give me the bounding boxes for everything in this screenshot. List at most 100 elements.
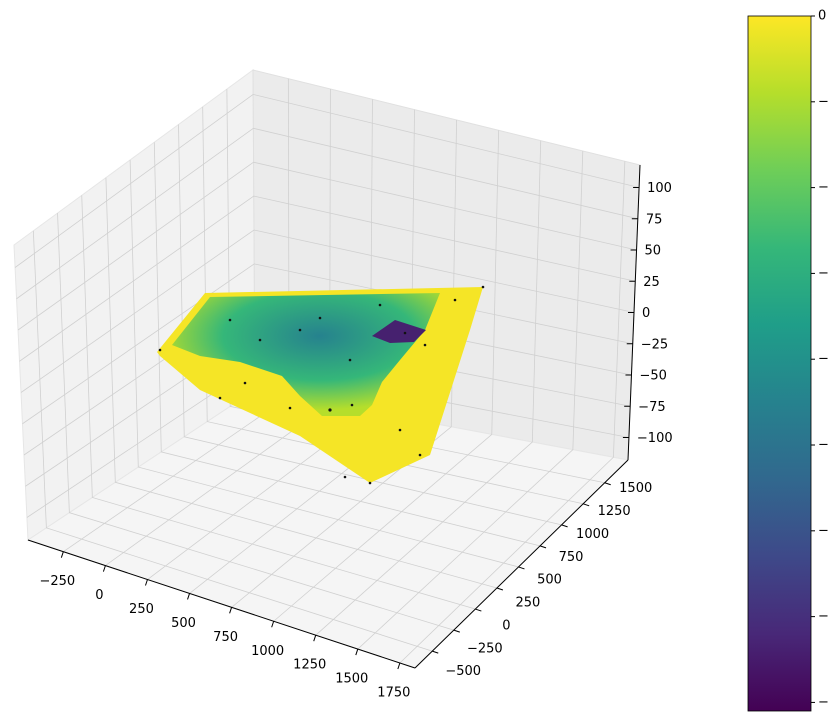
- x-tick-label: 500: [171, 616, 196, 631]
- axes: −25002505007501000125015001750−500−25002…: [27, 164, 673, 700]
- x-tick: [187, 593, 191, 600]
- point: [481, 285, 485, 289]
- x-grid-line: [231, 119, 457, 608]
- y-tick: [604, 482, 611, 486]
- z-tick-label: 75: [646, 212, 663, 227]
- point: [158, 348, 162, 352]
- x-grid-line: [357, 150, 584, 650]
- z-tick-label: −75: [638, 400, 665, 415]
- colorbar-tick-label: −10: [818, 438, 829, 453]
- point: [453, 298, 457, 302]
- colorbar-tick-label: −8: [818, 352, 829, 367]
- y-tick: [582, 503, 590, 507]
- sample-points: [158, 285, 485, 485]
- x-tick-label: −250: [39, 574, 75, 589]
- z-tick-label: 0: [642, 306, 650, 321]
- y-grid-line: [129, 159, 519, 568]
- point: [418, 453, 422, 457]
- point: [243, 381, 247, 385]
- surface-minimum: [372, 320, 426, 343]
- y-tick: [432, 650, 439, 654]
- axes-panes: [13, 69, 641, 669]
- colorbar-tick-label: −2: [818, 94, 829, 109]
- y-grid-line: [57, 213, 454, 631]
- y-grid-line: [105, 177, 498, 589]
- x-tick: [60, 551, 64, 558]
- x-tick: [229, 607, 233, 614]
- z-tick-label: −100: [637, 431, 673, 446]
- point: [423, 343, 427, 347]
- y-tick-label: 1000: [576, 527, 609, 542]
- y-tick-label: −500: [445, 664, 481, 679]
- y-axis-line: [414, 459, 629, 669]
- x-tick: [313, 635, 317, 642]
- x-axis-line: [27, 539, 416, 669]
- z-grid-line: [17, 161, 637, 331]
- z-tick-label: 25: [643, 275, 660, 290]
- y-tick: [475, 608, 482, 612]
- y-tick: [496, 587, 504, 591]
- x-tick: [102, 565, 106, 572]
- y-tick: [518, 566, 525, 570]
- y-tick-label: 750: [559, 550, 584, 565]
- y-tick-label: 1500: [619, 481, 652, 496]
- z-tick-label: 100: [647, 181, 672, 196]
- point: [398, 428, 402, 432]
- z-grid-line: [14, 93, 640, 268]
- y-tick-label: 250: [516, 596, 541, 611]
- y-tick-label: 500: [537, 573, 562, 588]
- point: [318, 316, 322, 320]
- point: [258, 338, 262, 342]
- colorbar-tick-label: 0: [818, 9, 826, 24]
- x-tick-label: 1250: [293, 658, 326, 673]
- x-tick: [397, 662, 401, 670]
- point: [228, 318, 232, 322]
- z-grid-line: [16, 127, 638, 300]
- x-tick-label: 1000: [251, 644, 284, 659]
- point: [403, 331, 407, 335]
- y-grid-line: [226, 89, 605, 484]
- x-tick-label: 0: [95, 588, 103, 603]
- z-tick-label: −50: [639, 369, 666, 384]
- x-tick-label: 1750: [377, 685, 410, 700]
- x-tick-label: 250: [129, 602, 154, 617]
- x-tick: [144, 579, 148, 586]
- z-tick-label: 50: [645, 244, 662, 259]
- z-grid-line: [22, 263, 633, 425]
- point: [328, 408, 332, 412]
- y-tick-label: 0: [502, 618, 510, 633]
- x-grid-line: [273, 130, 500, 622]
- colorbar-tick-label: −12: [818, 523, 829, 538]
- x-tick: [355, 648, 359, 656]
- y-grid-line: [32, 230, 433, 652]
- point: [343, 475, 347, 479]
- y-tick: [539, 545, 547, 549]
- colorbar-tick-label: −16: [818, 695, 829, 710]
- point: [288, 406, 292, 410]
- point: [378, 303, 382, 307]
- colorbar-tick-label: −4: [818, 180, 829, 195]
- z-grid-line: [20, 229, 635, 393]
- point: [218, 396, 222, 400]
- x-grid-line: [399, 161, 626, 664]
- colorbar: [747, 15, 812, 712]
- y-tick: [561, 524, 568, 528]
- point: [350, 403, 354, 407]
- colorbar-tick-label: −6: [818, 266, 829, 281]
- y-tick-label: −250: [467, 641, 503, 656]
- z-tick-label: −25: [641, 337, 668, 352]
- surface-inner: [172, 293, 440, 416]
- y-grid-line: [178, 124, 562, 526]
- grid-group: [14, 78, 640, 664]
- point: [368, 481, 372, 485]
- y-grid-line: [81, 195, 476, 610]
- surface: [157, 285, 485, 485]
- x-tick-label: 1500: [335, 672, 368, 687]
- colorbar-tick-label: −14: [818, 609, 829, 624]
- x-tick: [271, 621, 275, 628]
- y-tick: [453, 629, 460, 633]
- x-grid-line: [315, 140, 542, 636]
- point: [348, 358, 352, 362]
- x-tick-label: 750: [213, 630, 238, 645]
